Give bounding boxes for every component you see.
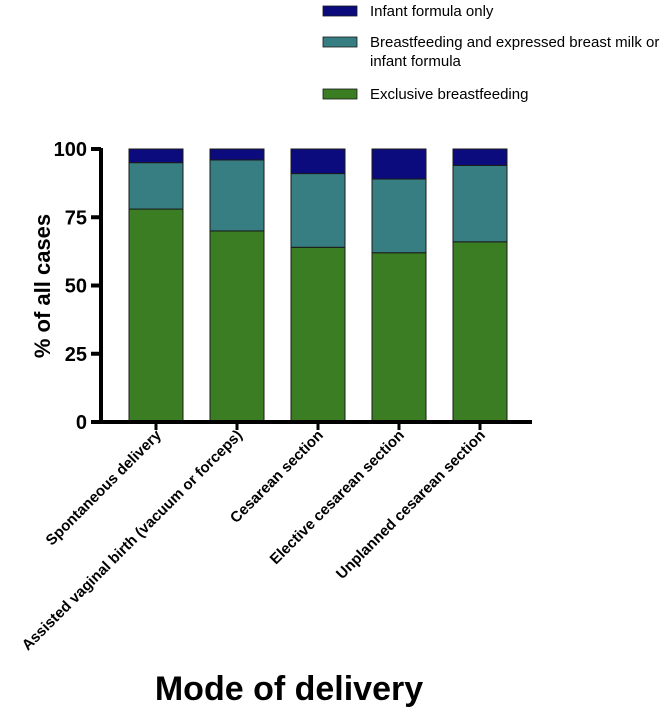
y-axis-label: % of all cases — [30, 214, 55, 358]
bar-breastfeeding-and-expressed-breast-milk-or-infant-formula-5 — [452, 164, 508, 243]
legend-label-exclusive-breastfeeding: Exclusive breastfeeding — [370, 86, 528, 103]
y-tick-label: 0 — [76, 412, 87, 434]
bar-infant-formula-only-2 — [209, 148, 265, 161]
x-axis-label: Mode of delivery — [155, 670, 423, 708]
bar-infant-formula-only-4 — [371, 148, 427, 180]
axes — [91, 147, 532, 430]
x-category-label: Elective cesarean section — [267, 427, 408, 568]
y-tick-label: 25 — [65, 344, 87, 366]
legend-swatch-exclusive-breastfeeding — [322, 88, 358, 100]
bar-breastfeeding-and-expressed-breast-milk-or-infant-formula-1 — [128, 162, 184, 210]
bar-breastfeeding-and-expressed-breast-milk-or-infant-formula-4 — [371, 178, 427, 254]
y-tick-label: 50 — [65, 276, 87, 298]
bar-breastfeeding-and-expressed-breast-milk-or-infant-formula-2 — [209, 159, 265, 232]
bar-infant-formula-only-5 — [452, 148, 508, 166]
y-tick-label: 75 — [65, 207, 87, 229]
legend-label-infant-formula-only: Infant formula only — [370, 3, 494, 20]
bar-breastfeeding-and-expressed-breast-milk-or-infant-formula-3 — [290, 173, 346, 248]
y-tick-labels: 0 25 50 75 100 — [54, 139, 87, 434]
legend-swatch-breastfeeding-and-expressed-breast-milk-or-infant-formula — [322, 36, 358, 48]
bars — [128, 148, 508, 423]
bar-exclusive-breastfeeding-5 — [452, 241, 508, 423]
y-tick-label: 100 — [54, 139, 87, 161]
bar-infant-formula-only-1 — [128, 148, 184, 164]
legend: Infant formula only Breastfeeding and exp… — [322, 3, 659, 103]
bar-exclusive-breastfeeding-2 — [209, 230, 265, 423]
bar-exclusive-breastfeeding-4 — [371, 252, 427, 423]
bar-infant-formula-only-3 — [290, 148, 346, 175]
bar-exclusive-breastfeeding-1 — [128, 208, 184, 423]
legend-label-breastfeeding-and-expressed-breast-milk-or-infant-formula: Breastfeeding and expressed breast milk … — [370, 34, 659, 70]
x-category-label: Unplanned cesarean section — [333, 427, 489, 583]
legend-swatch-infant-formula-only — [322, 5, 358, 17]
bar-exclusive-breastfeeding-3 — [290, 246, 346, 423]
